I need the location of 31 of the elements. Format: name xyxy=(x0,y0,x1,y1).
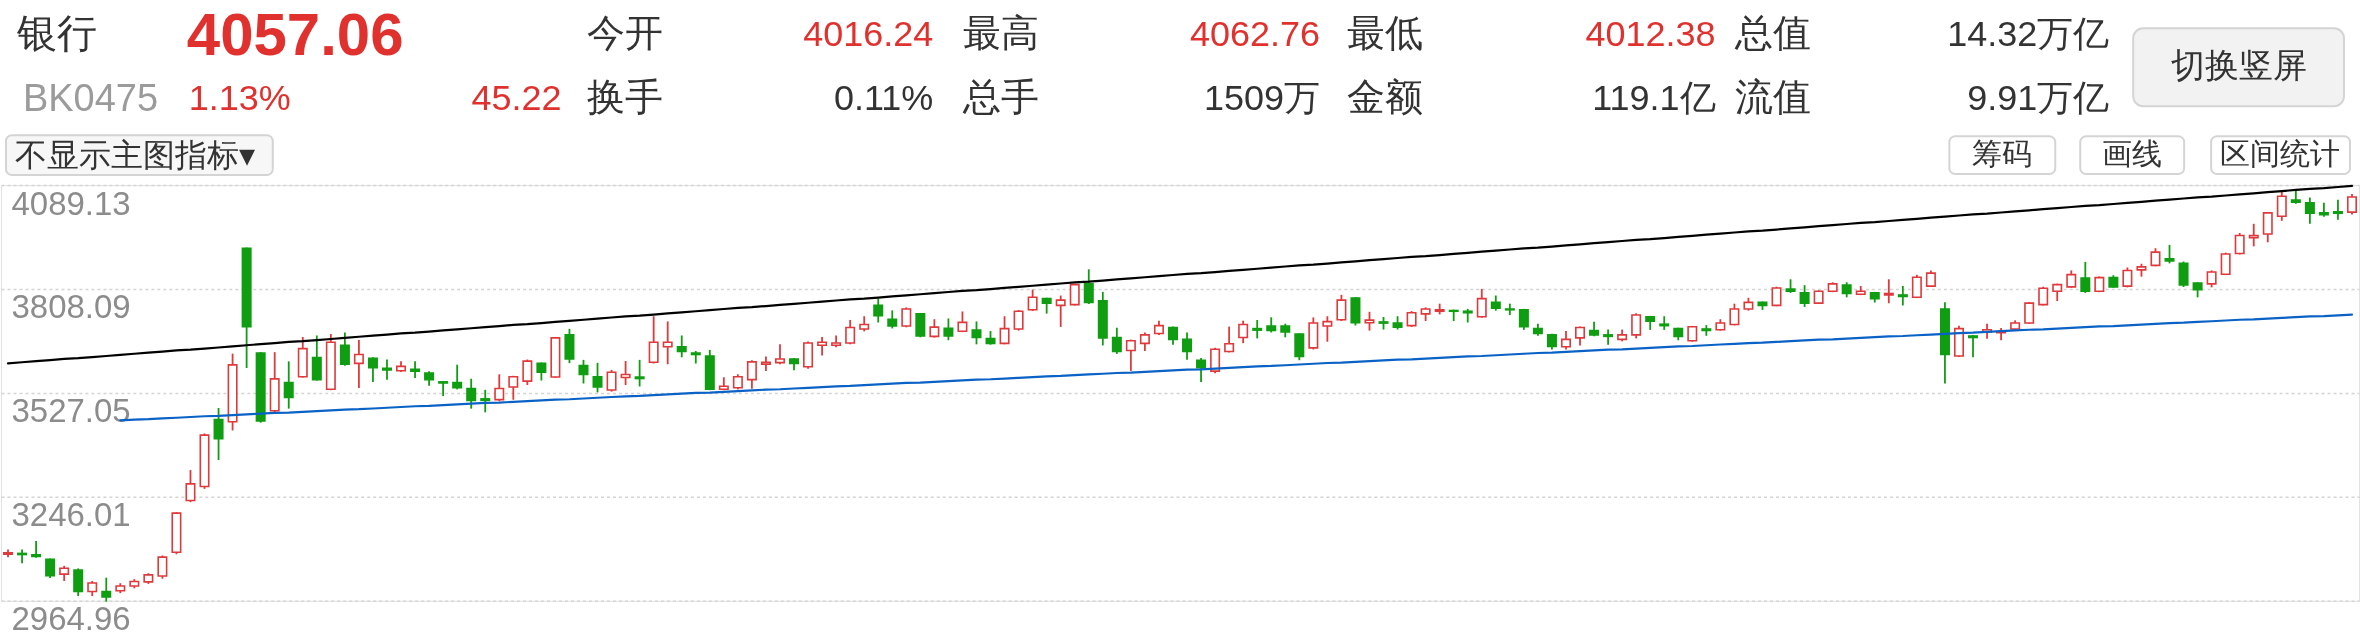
text: 45.22 xyxy=(471,77,562,119)
text: 0.11% xyxy=(833,77,934,119)
text: 最高 xyxy=(963,12,1040,55)
text: BK0475 xyxy=(22,77,159,120)
text: 9.91万亿 xyxy=(1967,77,2110,119)
text: 切换竖屏 xyxy=(2171,46,2308,85)
y-tick-label: 3808.09 xyxy=(11,288,131,326)
text: 区间统计 xyxy=(2220,137,2341,171)
text: 流值 xyxy=(1734,76,1811,119)
text: 1.13% xyxy=(188,77,291,119)
text: 银行 xyxy=(15,11,97,56)
text: 筹码 xyxy=(1972,137,2033,171)
text: 不显示主图指标▾ xyxy=(14,137,255,174)
text: 画线 xyxy=(2102,137,2163,171)
y-tick-label: 4089.13 xyxy=(11,184,131,222)
text: 14.32万亿 xyxy=(1947,13,2110,55)
text: 最低 xyxy=(1346,12,1423,55)
text: 119.1亿 xyxy=(1592,77,1716,119)
text: 金额 xyxy=(1346,76,1423,119)
y-tick-label: 3527.05 xyxy=(11,392,131,430)
text: 总值 xyxy=(1733,12,1811,55)
text: 今开 xyxy=(586,12,663,55)
text: 4012.38 xyxy=(1585,13,1716,55)
text: 换手 xyxy=(586,76,663,119)
text: 4062.76 xyxy=(1189,13,1320,55)
text: 1509万 xyxy=(1203,77,1320,119)
text: 4057.06 xyxy=(186,1,404,69)
text: 总手 xyxy=(962,76,1040,119)
text: 4016.24 xyxy=(803,13,934,55)
y-tick-label: 3246.01 xyxy=(11,496,131,534)
y-tick-label: 2964.96 xyxy=(11,600,131,636)
